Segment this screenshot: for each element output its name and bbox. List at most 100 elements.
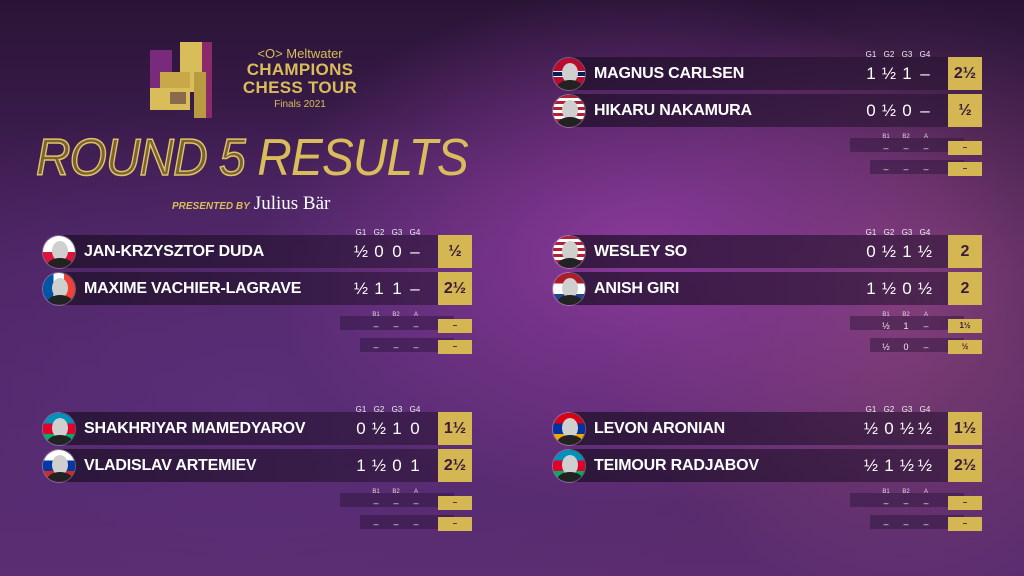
game-header: G3 [901, 50, 913, 59]
tiebreak-header: B2 [902, 489, 910, 495]
game-score: ½ [881, 101, 897, 120]
tiebreak-score: – [393, 342, 399, 352]
game-header: G3 [901, 228, 913, 237]
game-score: 1 [392, 279, 402, 298]
match-card: G1 G2 G3 G4 B1 B2 A SHAKHRIYAR MAMEDYAROV 0 ½ 1 0 1½… [40, 405, 480, 540]
tiebreak-header: B2 [902, 312, 910, 318]
game-score: ½ [371, 456, 387, 475]
tiebreak-score: ½ [882, 321, 890, 331]
game-header: G1 [355, 228, 367, 237]
match-total: 1½ [438, 412, 472, 445]
player-row [570, 57, 964, 90]
tiebreak-score: – [373, 321, 379, 331]
game-score: ½ [371, 419, 387, 438]
player-name: TEIMOUR RADJABOV [594, 457, 759, 474]
tiebreak-score: – [923, 342, 929, 352]
game-score: 1 [902, 64, 912, 83]
match-card: G1 G2 G3 G4 B1 B2 A LEVON ARONIAN ½ 0 ½ ½ 1½ – – – – TEIM… [550, 405, 990, 540]
title-solid: RESULTS [257, 129, 469, 187]
tiebreak-score: – [883, 143, 889, 153]
game-score: ½ [917, 279, 933, 298]
game-score: 1 [902, 242, 912, 261]
player-name: WESLEY SO [594, 243, 688, 260]
game-score: ½ [917, 242, 933, 261]
match-total: ½ [438, 235, 472, 268]
match-total: ½ [948, 94, 982, 127]
player-row [570, 272, 964, 305]
player-name: ANISH GIRI [594, 280, 680, 297]
game-score: 1 [356, 456, 366, 475]
tiebreak-score: – [413, 519, 419, 529]
brand-line2: CHESS TOUR [242, 78, 358, 97]
tiebreak-band [870, 515, 964, 529]
tiebreak-score: – [903, 164, 909, 174]
player-row [570, 449, 964, 482]
game-score: 0 [392, 242, 402, 261]
game-score: ½ [353, 242, 369, 261]
tiebreak-total: – [438, 319, 472, 333]
player-avatar [552, 412, 586, 446]
player-name: HIKARU NAKAMURA [594, 102, 752, 119]
tiebreak-score: 0 [903, 342, 909, 352]
game-score: 0 [866, 242, 876, 261]
game-score: ½ [353, 279, 369, 298]
game-score: 0 [902, 279, 912, 298]
player-avatar [42, 412, 76, 446]
tiebreak-header: A [923, 134, 928, 140]
game-score: 0 [374, 242, 384, 261]
tiebreak-score: – [883, 519, 889, 529]
player-avatar [552, 272, 586, 306]
game-score: ½ [881, 279, 897, 298]
tiebreak-band [340, 493, 454, 507]
game-score: ½ [881, 64, 897, 83]
game-score: 0 [902, 101, 912, 120]
game-score: 1 [866, 279, 876, 298]
tiebreak-score: – [883, 498, 889, 508]
tiebreak-score: – [903, 519, 909, 529]
game-header: G2 [883, 228, 895, 237]
tiebreak-score: – [413, 321, 419, 331]
tiebreak-header: B1 [882, 134, 890, 140]
tiebreak-score: – [923, 164, 929, 174]
match-card: G1 G2 G3 G4 B1 B2 A MAGNUS CARLSEN 1 ½ 1–2½ – – – – HIK… [550, 50, 990, 185]
tiebreak-score: – [923, 143, 929, 153]
game-header: G4 [919, 405, 931, 414]
player-row [60, 272, 454, 305]
tiebreak-score: – [413, 342, 419, 352]
game-score: – [410, 279, 420, 298]
tiebreak-header: B2 [392, 312, 400, 318]
tiebreak-score: 1 [903, 321, 909, 331]
game-score: 1 [392, 419, 402, 438]
tiebreak-score: – [393, 498, 399, 508]
tiebreak-band [850, 493, 964, 507]
tiebreak-total: – [948, 141, 982, 155]
tiebreak-band [360, 515, 454, 529]
tiebreak-header: B1 [372, 312, 380, 318]
tiebreak-total: – [438, 340, 472, 354]
game-header: G1 [865, 405, 877, 414]
meltwater-icon: <O> [257, 46, 283, 61]
player-avatar [552, 235, 586, 269]
tiebreak-score: – [393, 321, 399, 331]
brand-wordmark: <O> Meltwater CHAMPIONS CHESS TOUR Final… [232, 46, 368, 110]
tiebreak-band [340, 316, 454, 330]
tiebreak-total: – [948, 496, 982, 510]
presented-label: PRESENTED BY [172, 201, 250, 212]
game-header: G2 [373, 228, 385, 237]
player-name: VLADISLAV ARTEMIEV [84, 457, 257, 474]
game-score: 0 [884, 419, 894, 438]
brand-line1: CHAMPIONS [246, 60, 354, 79]
game-header: G4 [919, 228, 931, 237]
game-header: G3 [901, 405, 913, 414]
player-name: LEVON ARONIAN [594, 420, 726, 437]
tiebreak-band [870, 338, 964, 352]
game-header: G2 [373, 405, 385, 414]
player-name: JAN-KRZYSZTOF DUDA [84, 243, 265, 260]
game-score: ½ [863, 456, 879, 475]
tiebreak-score: – [923, 498, 929, 508]
game-header: G2 [883, 50, 895, 59]
game-score: ½ [881, 242, 897, 261]
game-score: ½ [863, 419, 879, 438]
player-name: MAXIME VACHIER-LAGRAVE [84, 280, 302, 297]
match-total: 2½ [438, 272, 472, 305]
